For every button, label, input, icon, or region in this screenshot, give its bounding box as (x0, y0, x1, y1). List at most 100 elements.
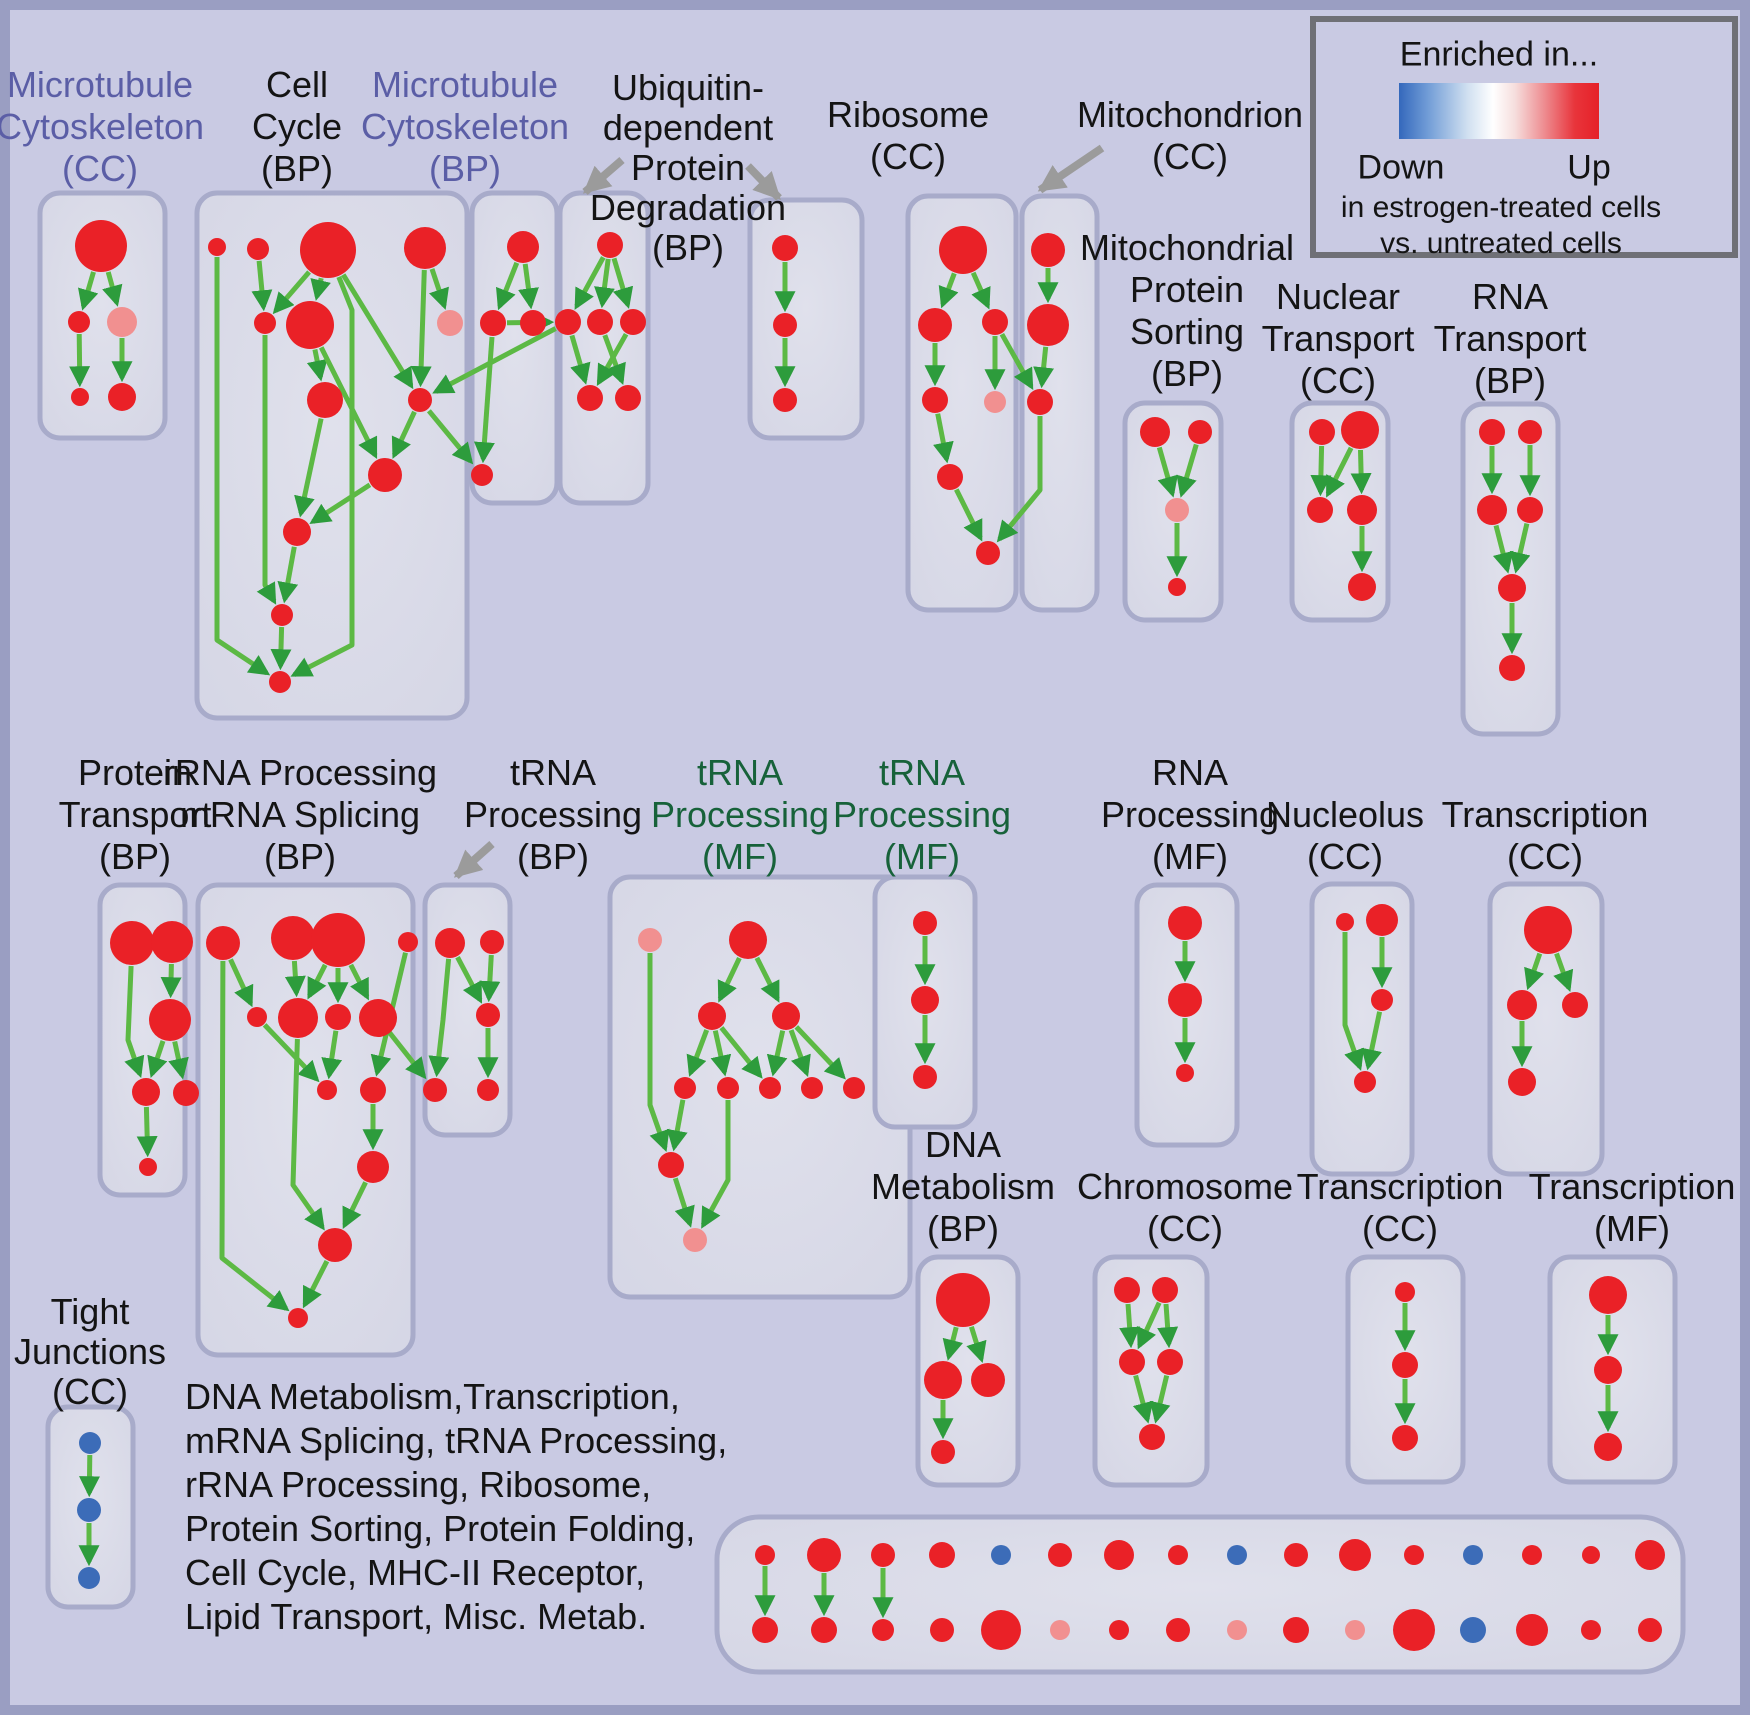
node-cell-cycle-9 (368, 458, 402, 492)
node-bottom-misc-13 (1522, 1545, 1542, 1565)
node-bottom-misc-20 (981, 1610, 1021, 1650)
node-transcription-cc-low-2 (1392, 1425, 1418, 1451)
cross-edge-2 (426, 409, 474, 465)
edge-trna-processing-mf-large (710, 1030, 732, 1077)
edge-protein-transport-bp (160, 963, 182, 999)
cross-edge-5 (384, 1027, 427, 1080)
edge-transcription-cc-mid (1524, 952, 1545, 991)
group-box-protein-transport-bp (97, 882, 188, 1198)
group-box-transcription-cc-mid (1487, 881, 1605, 1177)
cross-edge-4 (996, 416, 1043, 543)
node-ribosome-cc-3 (922, 387, 948, 413)
node-rrna-mrna-bp-12 (288, 1308, 308, 1328)
edge-trna-processing-mf-large (754, 956, 780, 1003)
node-rrna-mrna-bp-11 (318, 1228, 352, 1262)
edge-cell-cycle (309, 482, 372, 524)
node-bottom-misc-21 (1050, 1620, 1070, 1640)
node-ubiquitin-right-1 (773, 313, 797, 337)
node-rna-transport-bp-0 (1479, 419, 1505, 445)
node-rrna-mrna-bp-5 (278, 998, 318, 1038)
node-bottom-misc-7 (1168, 1545, 1188, 1565)
node-ubiquitin-left-1 (555, 309, 581, 335)
group-box-rna-transport-bp (1460, 401, 1561, 737)
node-bottom-misc-19 (930, 1618, 954, 1642)
edge-chromosome-cc (1149, 1375, 1171, 1424)
node-bottom-misc-1 (807, 1538, 841, 1572)
edge-cell-cycle (429, 268, 449, 310)
edge-rna-transport-bp (1509, 523, 1531, 574)
edge-rrna-mrna-bp (342, 1181, 368, 1229)
node-trna-processing-mf-large-7 (801, 1077, 823, 1099)
edge-trna-processing-mf-large (717, 957, 742, 1003)
edge-trna-processing-bp (479, 954, 501, 1003)
node-trna-processing-mf-large-8 (843, 1077, 865, 1099)
edge-rrna-mrna-bp (348, 963, 370, 1001)
node-cell-cycle-0 (208, 238, 226, 256)
node-rna-transport-bp-4 (1498, 574, 1526, 602)
node-bottom-misc-29 (1516, 1614, 1548, 1646)
edge-mito-protein-sorting (1176, 443, 1199, 498)
edge-ubiquitin-left (594, 258, 615, 309)
edge-rrna-mrna-bp (302, 1259, 330, 1309)
node-chromosome-cc-2 (1119, 1349, 1145, 1375)
gray-arrow-trna-bp-to-box (453, 841, 495, 879)
node-bottom-misc-5 (1048, 1543, 1072, 1567)
edge-protein-transport-bp (147, 1040, 168, 1078)
node-transcription-cc-mid-0 (1524, 906, 1572, 954)
node-ubiquitin-left-5 (615, 385, 641, 411)
node-nuclear-transport-cc-3 (1347, 495, 1377, 525)
edge-ribosome-cc (954, 488, 983, 542)
node-cell-cycle-10 (283, 518, 311, 546)
edge-rrna-mrna-bp (307, 963, 328, 1000)
node-rna-transport-bp-3 (1517, 497, 1543, 523)
node-bottom-misc-6 (1104, 1540, 1134, 1570)
node-trna-processing-bp-2 (423, 1078, 447, 1102)
node-dna-metabolism-bp-2 (971, 1363, 1005, 1397)
node-nucleolus-cc-1 (1366, 904, 1398, 936)
edge-ubiquitin-left (569, 334, 591, 385)
edge-protein-transport-bp (136, 1106, 158, 1158)
node-ribosome-cc-6 (976, 541, 1000, 565)
gray-arrow-ubiquitin-to-left-box (582, 156, 625, 196)
misc-line: mRNA Splicing, tRNA Processing, (185, 1420, 728, 1461)
node-rrna-mrna-bp-1 (271, 916, 315, 960)
node-microtubule-cc-2 (107, 307, 137, 337)
legend-up-label: Up (1567, 148, 1611, 187)
node-microtubule-bp-0 (507, 231, 539, 263)
node-bottom-misc-30 (1581, 1620, 1601, 1640)
edge-ubiquitin-left (574, 256, 606, 310)
node-rrna-mrna-bp-9 (360, 1077, 386, 1103)
node-rna-processing-mf-0 (1168, 906, 1202, 940)
node-transcription-mf-0 (1589, 1276, 1627, 1314)
node-cell-cycle-11 (271, 604, 293, 626)
misc-line: Cell Cycle, MHC-II Receptor, (185, 1552, 646, 1593)
node-transcription-cc-low-0 (1395, 1282, 1415, 1302)
edge-trna-processing-mf-large (647, 953, 670, 1152)
node-ubiquitin-right-2 (773, 388, 797, 412)
node-mito-protein-sorting-0 (1140, 417, 1170, 447)
node-trna-processing-mf-large-2 (698, 1002, 726, 1030)
node-tight-junctions-cc-0 (79, 1432, 101, 1454)
node-protein-transport-bp-3 (132, 1078, 160, 1106)
edge-nuclear-transport-cc (1325, 446, 1354, 498)
edge-ribosome-cc (933, 413, 954, 464)
edge-ribosome-cc (970, 271, 991, 310)
node-bottom-misc-15 (1635, 1540, 1665, 1570)
node-ubiquitin-left-3 (620, 309, 646, 335)
edge-trna-processing-mf-large (672, 1177, 695, 1228)
edge-trna-processing-mf-large (766, 1030, 788, 1077)
node-bottom-misc-10 (1339, 1539, 1371, 1571)
node-nuclear-transport-cc-2 (1307, 497, 1333, 523)
node-trna-processing-mf-large-4 (674, 1077, 696, 1099)
edge-ubiquitin-left (611, 257, 634, 309)
node-dna-metabolism-bp-3 (931, 1440, 955, 1464)
node-cell-cycle-6 (437, 310, 463, 336)
node-mito-protein-sorting-2 (1165, 498, 1189, 522)
node-trna-processing-mf-large-10 (683, 1228, 707, 1252)
node-chromosome-cc-3 (1157, 1349, 1183, 1375)
edge-rrna-mrna-bp (284, 960, 306, 998)
node-nuclear-transport-cc-4 (1348, 573, 1376, 601)
legend-title: Enriched in... (1399, 35, 1599, 74)
edge-mito-protein-sorting (1156, 446, 1178, 498)
node-protein-transport-bp-5 (139, 1158, 157, 1176)
